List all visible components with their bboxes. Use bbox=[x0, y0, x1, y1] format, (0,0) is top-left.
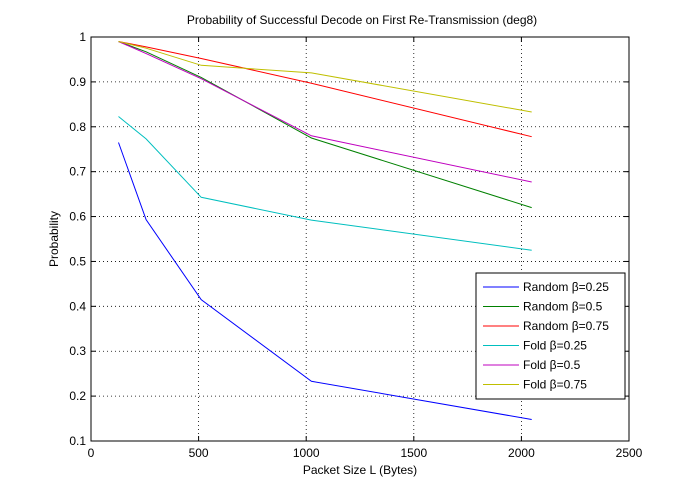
plot-frame bbox=[90, 36, 630, 442]
y-tick-label: 0.2 bbox=[69, 389, 86, 403]
y-tick-label: 0.3 bbox=[69, 344, 86, 358]
series-line-4 bbox=[118, 41, 532, 183]
x-tick-label: 2500 bbox=[616, 446, 643, 460]
series-line-1 bbox=[118, 41, 532, 209]
legend-label: Random β=0.25 bbox=[523, 280, 609, 294]
x-tick-label: 2000 bbox=[508, 446, 535, 460]
y-tick-label: 1 bbox=[79, 30, 86, 44]
legend-box bbox=[475, 272, 626, 400]
series-line-2 bbox=[118, 41, 532, 138]
series-line-0 bbox=[118, 142, 532, 420]
x-tick-label: 1000 bbox=[293, 446, 320, 460]
y-axis-label: Probability bbox=[47, 211, 61, 267]
legend-label: Fold β=0.75 bbox=[523, 378, 587, 392]
legend-label: Random β=0.5 bbox=[523, 300, 603, 314]
y-tick-label: 0.1 bbox=[69, 434, 86, 448]
chart-title: Probability of Successful Decode on Firs… bbox=[187, 13, 537, 27]
legend: Random β=0.25 Random β=0.5 Random β=0.75 Fo… bbox=[475, 272, 626, 400]
y-tick-label: 0.5 bbox=[69, 254, 86, 268]
series-layer bbox=[118, 41, 532, 420]
x-axis-label: Packet Size L (Bytes) bbox=[303, 463, 417, 477]
series-line-5 bbox=[118, 41, 532, 113]
series-line-3 bbox=[118, 116, 532, 251]
legend-label: Fold β=0.5 bbox=[523, 358, 581, 372]
y-tick-label: 0.8 bbox=[69, 120, 86, 134]
legend-label: Fold β=0.25 bbox=[523, 339, 587, 353]
x-tick-label: 0 bbox=[88, 446, 95, 460]
x-tick-label: 1500 bbox=[400, 446, 427, 460]
y-tick-label: 0.4 bbox=[69, 299, 86, 313]
y-tick-label: 0.6 bbox=[69, 210, 86, 224]
y-tick-label: 0.7 bbox=[69, 165, 86, 179]
ticks: 0 500 1000 1500 2000 2500 0.1 0.2 0.3 0.4 0.5 0.6 0.… bbox=[69, 30, 642, 460]
y-tick-label: 0.9 bbox=[69, 75, 86, 89]
x-tick-label: 500 bbox=[189, 446, 209, 460]
legend-label: Random β=0.75 bbox=[523, 319, 609, 333]
